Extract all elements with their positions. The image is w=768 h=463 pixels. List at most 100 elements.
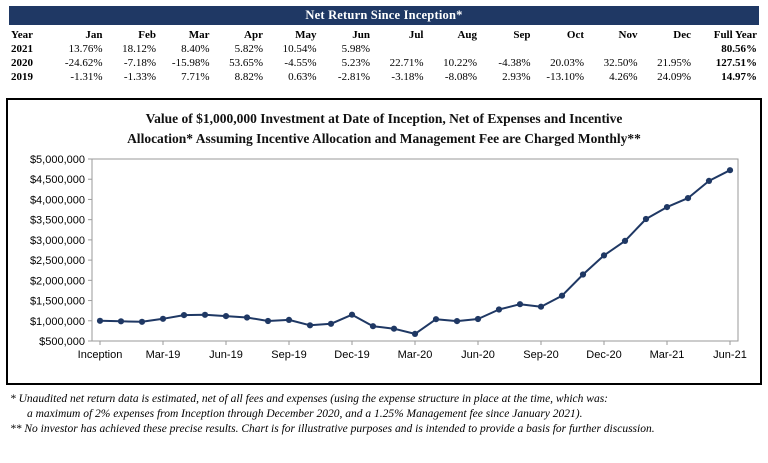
column-header: Oct bbox=[566, 29, 584, 41]
return-cell bbox=[640, 42, 694, 56]
column-header: Apr bbox=[244, 29, 263, 41]
y-axis-label: $4,000,000 bbox=[30, 195, 85, 207]
return-cell bbox=[426, 42, 480, 56]
data-point-marker bbox=[474, 316, 482, 323]
x-axis-label: Mar-20 bbox=[398, 349, 433, 361]
full-year-cell: 127.51% bbox=[715, 57, 757, 69]
column-header: Feb bbox=[138, 29, 156, 41]
chart-panel: Value of $1,000,000 Investment at Date o… bbox=[6, 98, 762, 386]
year-cell: 2020 bbox=[11, 57, 33, 69]
x-axis-label: Inception bbox=[78, 349, 123, 361]
column-header: May bbox=[295, 29, 317, 41]
return-cell: 7.71% bbox=[181, 71, 210, 83]
return-cell: 2.93% bbox=[502, 71, 531, 83]
data-point-marker bbox=[285, 316, 293, 324]
column-header: Nov bbox=[618, 29, 638, 41]
return-cell: 21.95% bbox=[657, 57, 691, 69]
data-point-marker bbox=[390, 325, 398, 332]
return-cell: 24.09% bbox=[657, 71, 691, 83]
footnote-2: ** No investor has achieved these precis… bbox=[10, 423, 655, 436]
return-cell: 10.54% bbox=[282, 43, 317, 55]
return-cell: -4.55% bbox=[284, 57, 317, 69]
data-point-marker bbox=[180, 312, 188, 319]
footnote-1-line-2: a maximum of 2% expenses from Inception … bbox=[27, 408, 583, 421]
data-point-marker bbox=[138, 318, 146, 326]
column-header: Mar bbox=[188, 29, 210, 41]
data-point-marker bbox=[642, 216, 650, 223]
footnote-1-line-1: * Unaudited net return data is estimated… bbox=[10, 393, 608, 406]
return-cell: -2.81% bbox=[337, 71, 370, 83]
x-axis-label: Jun-19 bbox=[209, 349, 243, 361]
data-point-marker bbox=[369, 323, 377, 330]
return-cell: 4.26% bbox=[609, 71, 638, 83]
return-cell: 8.82% bbox=[234, 71, 263, 83]
y-axis-label: $1,000,000 bbox=[30, 316, 85, 328]
x-axis-label: Sep-19 bbox=[271, 349, 306, 361]
footnotes: * Unaudited net return data is estimated… bbox=[10, 392, 758, 438]
return-cell: 22.71% bbox=[389, 57, 424, 69]
data-point-marker bbox=[579, 271, 587, 278]
data-point-marker bbox=[684, 195, 692, 202]
data-point-marker bbox=[432, 316, 440, 323]
data-point-marker bbox=[726, 167, 734, 174]
return-cell: 5.23% bbox=[341, 57, 370, 69]
data-point-marker bbox=[411, 330, 419, 338]
return-cell: 20.03% bbox=[550, 57, 584, 69]
net-returns-table: Year Jan Feb Mar Apr May Jun Jul Aug Sep Oct Nov Dec… bbox=[9, 28, 759, 84]
table-row: 2020 -24.62% -7.18% -15.98% 53.65% -4.55% 5.23… bbox=[9, 56, 759, 70]
return-cell bbox=[533, 42, 587, 56]
column-header: Aug bbox=[457, 29, 477, 41]
x-axis-label: Mar-19 bbox=[146, 349, 181, 361]
year-cell: 2019 bbox=[11, 71, 33, 83]
table-title: Net Return Since Inception* bbox=[305, 8, 463, 22]
return-cell: -1.31% bbox=[70, 71, 103, 83]
column-header: Dec bbox=[673, 29, 691, 41]
x-axis-label: Dec-20 bbox=[586, 349, 621, 361]
chart-title: Value of $1,000,000 Investment at Date o… bbox=[8, 109, 760, 148]
table-header-row: Year Jan Feb Mar Apr May Jun Jul Aug Sep Oct Nov Dec… bbox=[9, 28, 759, 42]
return-cell: 53.65% bbox=[229, 57, 263, 69]
x-axis-label: Jun-20 bbox=[461, 349, 495, 361]
column-header: Jun bbox=[352, 29, 370, 41]
return-cell: -1.33% bbox=[123, 71, 156, 83]
data-point-marker bbox=[453, 318, 461, 325]
table-title-bar: Net Return Since Inception* bbox=[9, 6, 759, 25]
plot-area-border bbox=[91, 158, 739, 342]
return-cell: -7.18% bbox=[123, 57, 156, 69]
return-cell bbox=[479, 42, 533, 56]
data-point-marker bbox=[327, 320, 335, 328]
data-point-marker bbox=[159, 315, 167, 323]
y-axis-label: $3,000,000 bbox=[30, 235, 85, 247]
return-cell: -15.98% bbox=[171, 57, 210, 69]
return-cell: 0.63% bbox=[288, 71, 317, 83]
data-point-marker bbox=[201, 311, 209, 319]
data-point-marker bbox=[705, 177, 713, 185]
return-cell: 18.12% bbox=[122, 43, 156, 55]
table-row: 2021 13.76% 18.12% 8.40% 5.82% 10.54% 5.98% 80.… bbox=[9, 42, 759, 56]
return-cell: 5.82% bbox=[234, 43, 263, 55]
data-point-marker bbox=[264, 318, 272, 325]
y-axis-label: $3,500,000 bbox=[30, 215, 85, 227]
return-cell: 13.76% bbox=[68, 43, 103, 55]
return-cell: 32.50% bbox=[603, 57, 638, 69]
full-year-cell: 14.97% bbox=[721, 71, 757, 83]
year-cell: 2021 bbox=[11, 43, 33, 55]
data-point-marker bbox=[495, 306, 503, 313]
y-axis-label: $2,500,000 bbox=[30, 255, 85, 267]
data-point-marker bbox=[222, 313, 230, 320]
return-cell: 8.40% bbox=[181, 43, 210, 55]
investment-value-line bbox=[99, 169, 731, 336]
data-point-marker bbox=[348, 311, 356, 318]
column-header: Jan bbox=[85, 29, 103, 41]
return-cell: -3.18% bbox=[391, 71, 424, 83]
data-point-marker bbox=[243, 314, 251, 321]
return-cell bbox=[586, 42, 640, 56]
chart-title-line-1: Value of $1,000,000 Investment at Date o… bbox=[145, 111, 623, 126]
return-cell: -24.62% bbox=[64, 57, 103, 69]
return-cell bbox=[372, 42, 426, 56]
column-header: Sep bbox=[513, 29, 531, 41]
return-cell: 5.98% bbox=[341, 43, 370, 55]
y-axis-label: $4,500,000 bbox=[30, 174, 85, 186]
data-point-marker bbox=[96, 317, 104, 325]
